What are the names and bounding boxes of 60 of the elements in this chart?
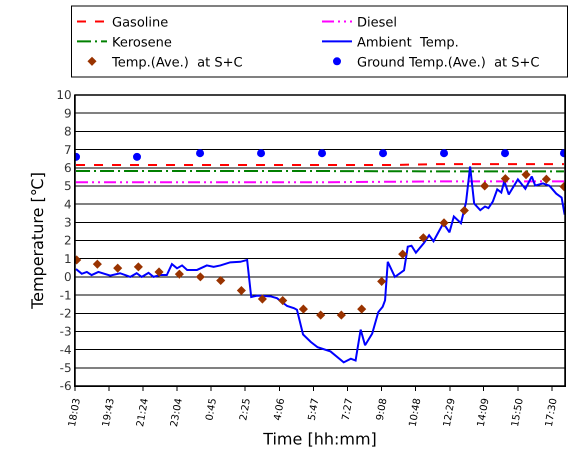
point xyxy=(196,272,205,282)
point xyxy=(480,181,490,190)
y-tick-label: 0 xyxy=(64,270,72,284)
y-tick-label: -5 xyxy=(60,361,72,376)
x-tick-label: 2:25 xyxy=(238,397,253,422)
y-tick-label: 8 xyxy=(64,124,72,139)
y-tick-label: 2 xyxy=(64,234,72,248)
y-tick-label: 5 xyxy=(64,179,72,194)
point xyxy=(154,267,164,277)
legend-label: Diesel xyxy=(357,16,398,31)
point xyxy=(174,270,184,279)
x-tick-label: 15:50 xyxy=(510,397,526,428)
x-tick-label: 4:06 xyxy=(272,397,288,422)
x-tick-label: 23:04 xyxy=(169,397,185,428)
x-tick-label: 18:03 xyxy=(67,397,83,428)
point xyxy=(92,260,102,269)
x-tick-label: 9:08 xyxy=(374,397,390,422)
x-tick-label: 14:09 xyxy=(476,397,492,428)
y-axis-title: Temperature [℃] xyxy=(28,172,48,310)
point xyxy=(134,262,143,272)
x-tick-label: 0:45 xyxy=(204,397,220,422)
point xyxy=(357,304,366,314)
x-tick-label: 19:43 xyxy=(100,397,117,428)
y-tick-label: 7 xyxy=(64,142,72,157)
point xyxy=(377,276,386,286)
legend-label: Ambient Temp. xyxy=(357,35,459,50)
point xyxy=(316,310,326,320)
point xyxy=(236,286,246,296)
point xyxy=(113,264,122,273)
y-tick-label: -2 xyxy=(60,306,72,320)
legend-label: Gasoline xyxy=(112,16,168,31)
legend-label: Temp.(Ave.) at S+C xyxy=(111,55,243,70)
y-tick-label: -4 xyxy=(60,342,72,357)
legend-label: Ground Temp.(Ave.) at S+C xyxy=(357,55,540,70)
y-tick-label: -6 xyxy=(60,379,72,394)
point xyxy=(216,276,226,286)
point xyxy=(460,206,469,216)
point xyxy=(336,310,346,320)
point xyxy=(542,174,551,184)
x-tick-label: 10:48 xyxy=(408,397,424,428)
y-tick-label: -1 xyxy=(60,288,72,302)
y-tick-label: 9 xyxy=(64,106,72,120)
point xyxy=(418,233,428,242)
y-tick-label: 10 xyxy=(56,88,72,102)
point xyxy=(398,250,408,259)
point xyxy=(439,218,449,228)
x-axis-title: Time [hh:mm] xyxy=(262,429,377,448)
legend-label: Kerosene xyxy=(112,35,172,50)
y-tick-label: -3 xyxy=(60,324,72,339)
y-tick-label: 1 xyxy=(64,252,72,266)
x-tick-label: 12:29 xyxy=(442,397,458,428)
y-tick-label: 6 xyxy=(64,160,72,175)
point xyxy=(521,170,531,180)
x-tick-label: 5:47 xyxy=(306,397,322,422)
x-tick-label: 17:30 xyxy=(544,397,560,428)
y-tick-label: 4 xyxy=(64,197,72,212)
x-tick-label: 7:27 xyxy=(340,397,356,422)
y-tick-label: 3 xyxy=(64,216,72,230)
x-tick-label: 21:24 xyxy=(135,397,151,428)
point xyxy=(500,174,510,184)
